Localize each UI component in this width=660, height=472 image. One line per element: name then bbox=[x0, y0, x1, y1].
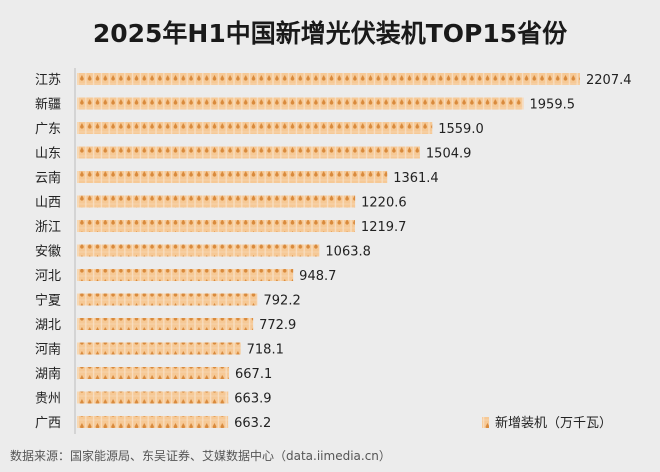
data-label: 663.2 bbox=[234, 416, 271, 431]
category-label: 湖南 bbox=[35, 366, 61, 382]
chart-title: 2025年H1中国新增光伏装机TOP15省份 bbox=[92, 19, 568, 48]
data-label: 718.1 bbox=[247, 343, 284, 358]
bar bbox=[77, 220, 355, 232]
data-label: 1504.9 bbox=[426, 147, 472, 162]
data-label: 1063.8 bbox=[325, 245, 371, 260]
category-label: 浙江 bbox=[35, 220, 61, 235]
category-label: 贵州 bbox=[35, 392, 61, 407]
category-label: 广西 bbox=[35, 416, 61, 431]
category-label: 湖北 bbox=[35, 318, 61, 333]
data-label: 792.2 bbox=[264, 294, 301, 309]
bar bbox=[77, 244, 320, 257]
category-label: 新疆 bbox=[35, 97, 61, 113]
category-label: 安徽 bbox=[35, 245, 61, 260]
data-label: 1959.5 bbox=[530, 98, 576, 113]
bar bbox=[77, 97, 524, 110]
category-label: 河南 bbox=[35, 342, 61, 358]
data-label: 1219.7 bbox=[361, 220, 407, 235]
bar bbox=[77, 171, 388, 183]
category-label: 山西 bbox=[35, 196, 61, 211]
bar bbox=[77, 146, 420, 159]
source-note: 数据来源：国家能源局、东吴证券、艾媒数据中心（data.iimedia.cn） bbox=[10, 449, 391, 463]
category-label: 河北 bbox=[35, 269, 61, 284]
category-label: 宁夏 bbox=[35, 293, 61, 309]
bar bbox=[77, 195, 356, 208]
data-label: 2207.4 bbox=[586, 73, 632, 88]
bar bbox=[77, 342, 241, 355]
bar bbox=[77, 73, 580, 85]
category-label: 江苏 bbox=[35, 72, 61, 88]
legend-label: 新增装机（万千瓦） bbox=[495, 415, 612, 431]
bar bbox=[77, 391, 229, 404]
bar bbox=[77, 269, 294, 281]
bar bbox=[77, 367, 230, 379]
data-label: 1559.0 bbox=[438, 122, 484, 137]
data-label: 772.9 bbox=[259, 318, 296, 333]
data-label: 663.9 bbox=[234, 392, 271, 407]
data-label: 948.7 bbox=[299, 269, 336, 284]
bar bbox=[77, 318, 254, 330]
data-label: 1220.6 bbox=[361, 196, 407, 211]
category-label: 广东 bbox=[35, 122, 61, 137]
data-label: 667.1 bbox=[235, 367, 272, 382]
data-label: 1361.4 bbox=[393, 171, 439, 186]
bar bbox=[77, 122, 433, 134]
category-label: 云南 bbox=[35, 170, 61, 186]
bar bbox=[77, 416, 229, 428]
bar bbox=[77, 293, 258, 306]
legend-swatch bbox=[482, 417, 489, 428]
category-label: 山东 bbox=[35, 147, 61, 162]
